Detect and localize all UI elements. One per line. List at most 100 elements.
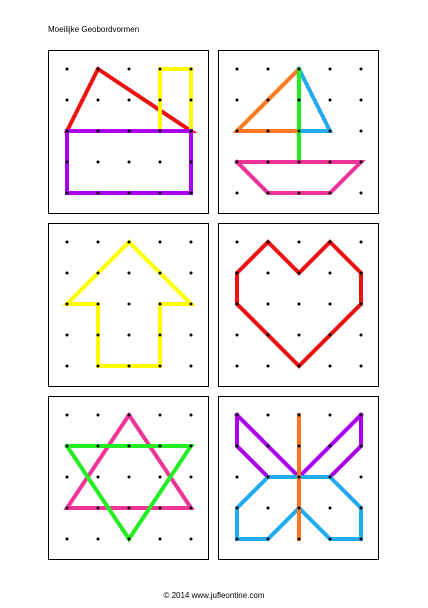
geoboard-peg — [298, 365, 301, 368]
geoboard-peg — [267, 241, 270, 244]
geoboard-peg — [128, 161, 131, 164]
geoboard-card-sailboat — [218, 50, 379, 214]
geoboard-peg — [190, 334, 193, 337]
heart-board — [219, 224, 378, 386]
sailboat-board — [219, 51, 378, 213]
geoboard-peg — [190, 272, 193, 275]
geoboard-peg — [190, 241, 193, 244]
geoboard-peg — [267, 365, 270, 368]
geoboard-peg — [159, 241, 162, 244]
geoboard-peg — [128, 414, 131, 417]
geoboard-peg — [97, 334, 100, 337]
geoboard-peg — [190, 192, 193, 195]
geoboard-peg — [128, 507, 131, 510]
geoboard-peg — [190, 99, 193, 102]
geoboard-peg — [128, 538, 131, 541]
geoboard-peg — [128, 445, 131, 448]
geoboard-peg — [267, 538, 270, 541]
geoboard-peg — [360, 365, 363, 368]
geoboard-peg — [329, 414, 332, 417]
geoboard-peg — [190, 68, 193, 71]
geoboard-peg — [159, 507, 162, 510]
geoboard-peg — [128, 476, 131, 479]
geoboard-peg — [236, 538, 239, 541]
geoboard-peg — [298, 68, 301, 71]
geoboard-peg — [329, 365, 332, 368]
geoboard-peg — [360, 68, 363, 71]
geoboard-peg — [360, 303, 363, 306]
arrow-board — [49, 224, 208, 386]
geoboard-peg — [360, 334, 363, 337]
geoboard-peg — [190, 303, 193, 306]
geoboard-peg — [298, 130, 301, 133]
geoboard-peg — [159, 445, 162, 448]
sailboat-band-cyan-1 — [299, 69, 330, 131]
geoboard-peg — [236, 445, 239, 448]
geoboard-peg — [190, 161, 193, 164]
geoboard-peg — [267, 192, 270, 195]
geoboard-peg — [329, 507, 332, 510]
geoboard-peg — [190, 507, 193, 510]
star-band-pink-0 — [67, 415, 191, 508]
star-board — [49, 397, 208, 559]
geoboard-peg — [360, 241, 363, 244]
geoboard-peg — [66, 161, 69, 164]
geoboard-peg — [66, 303, 69, 306]
geoboard-peg — [236, 476, 239, 479]
geoboard-peg — [236, 68, 239, 71]
geoboard-peg — [298, 445, 301, 448]
geoboard-peg — [159, 130, 162, 133]
geoboard-peg — [66, 99, 69, 102]
geoboard-peg — [267, 476, 270, 479]
house-board — [49, 51, 208, 213]
geoboard-card-heart — [218, 223, 379, 387]
geoboard-card-arrow — [48, 223, 209, 387]
geoboard-peg — [360, 161, 363, 164]
geoboard-peg — [329, 272, 332, 275]
geoboard-peg — [329, 161, 332, 164]
geoboard-peg — [329, 303, 332, 306]
geoboard-peg — [97, 272, 100, 275]
geoboard-peg — [360, 538, 363, 541]
geoboard-card-butterfly — [218, 396, 379, 560]
butterfly-board — [219, 397, 378, 559]
geoboard-peg — [236, 414, 239, 417]
geoboard-peg — [66, 507, 69, 510]
geoboard-peg — [298, 192, 301, 195]
geoboard-peg — [97, 507, 100, 510]
geoboard-peg — [128, 192, 131, 195]
geoboard-peg — [190, 538, 193, 541]
geoboard-peg — [190, 476, 193, 479]
geoboard-peg — [159, 334, 162, 337]
geoboard-card-star — [48, 396, 209, 560]
geoboard-peg — [97, 130, 100, 133]
geoboard-peg — [128, 130, 131, 133]
geoboard-peg — [66, 365, 69, 368]
geoboard-peg — [267, 334, 270, 337]
geoboard-peg — [267, 507, 270, 510]
geoboard-peg — [159, 99, 162, 102]
geoboard-peg — [128, 334, 131, 337]
geoboard-peg — [298, 99, 301, 102]
geoboard-peg — [267, 303, 270, 306]
geoboard-peg — [159, 303, 162, 306]
geoboard-peg — [236, 192, 239, 195]
geoboard-peg — [298, 161, 301, 164]
geoboard-peg — [236, 365, 239, 368]
footer-copyright: © 2014 www.jufleontine.com — [0, 591, 428, 600]
geoboard-peg — [236, 241, 239, 244]
geoboard-peg — [190, 414, 193, 417]
geoboard-peg — [128, 272, 131, 275]
geoboard-peg — [236, 303, 239, 306]
geoboard-peg — [298, 303, 301, 306]
geoboard-peg — [159, 476, 162, 479]
geoboard-peg — [236, 161, 239, 164]
geoboard-peg — [329, 476, 332, 479]
geoboard-peg — [159, 272, 162, 275]
geoboard-peg — [128, 303, 131, 306]
geoboard-peg — [97, 192, 100, 195]
geoboard-peg — [66, 272, 69, 275]
geoboard-peg — [97, 414, 100, 417]
geoboard-peg — [267, 130, 270, 133]
geoboard-peg — [236, 99, 239, 102]
